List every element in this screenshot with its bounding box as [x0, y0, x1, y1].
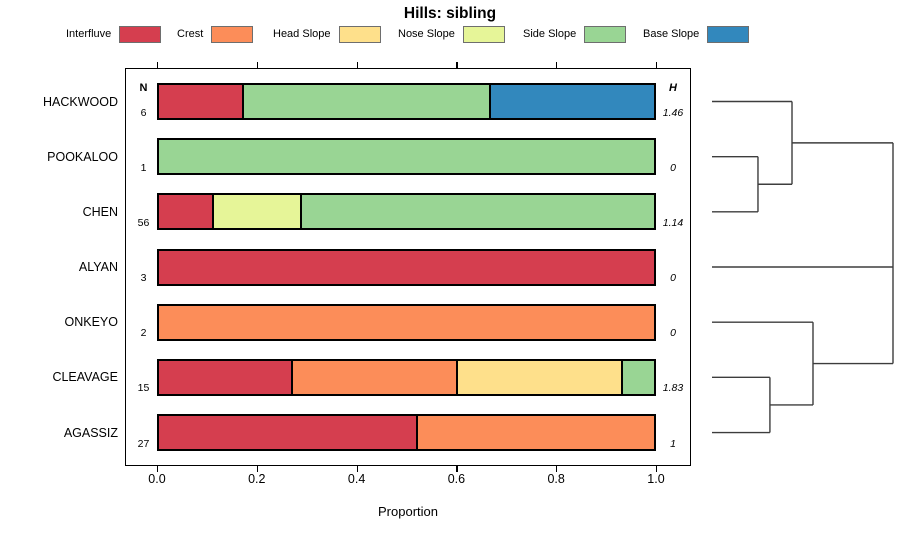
plot-frame — [125, 68, 691, 466]
legend-item: Nose Slope — [398, 25, 505, 43]
h-value: 1 — [670, 437, 676, 450]
bar-segment — [159, 250, 654, 284]
legend-color-swatch — [584, 25, 627, 43]
bar-segment — [291, 360, 456, 394]
h-value: 0 — [670, 161, 676, 174]
bar — [157, 303, 656, 341]
n-value: 2 — [140, 327, 147, 340]
n-value: 15 — [137, 382, 150, 395]
axis-tick-label: 0.2 — [248, 472, 266, 486]
legend-item-label: Nose Slope — [398, 28, 455, 40]
n-value: 56 — [137, 216, 150, 229]
bar-segment — [159, 195, 212, 229]
n-value: 3 — [140, 272, 147, 284]
legend-item: Base Slope — [643, 25, 750, 43]
legend-item-label: Head Slope — [273, 28, 331, 40]
legend-item-label: Base Slope — [643, 28, 700, 40]
axis-tick-top — [656, 62, 658, 68]
axis-tick-label: 0.4 — [347, 472, 366, 486]
axis-tick-bottom — [356, 466, 358, 472]
bar-segment — [159, 416, 416, 450]
axis-tick-bottom — [556, 466, 558, 472]
h-column-header: H — [669, 82, 677, 94]
bar — [157, 193, 656, 231]
bar-segment — [159, 360, 292, 394]
bar-segment — [489, 85, 654, 118]
n-column-header: N — [139, 82, 148, 94]
bar-segment — [620, 360, 654, 394]
row-label: ALYAN — [78, 260, 118, 274]
legend-item: Crest — [177, 25, 254, 43]
row-label: AGASSIZ — [63, 425, 118, 440]
h-value: 1.14 — [662, 216, 684, 229]
legend-color-swatch — [462, 25, 505, 43]
axis-tick-top — [456, 62, 458, 68]
axis-tick-top — [356, 62, 358, 68]
legend-color-swatch — [338, 25, 381, 43]
legend-item-label: Side Slope — [523, 28, 577, 40]
row-label: CLEAVAGE — [52, 370, 118, 385]
bar-segment — [159, 140, 654, 174]
axis-tick-label: 0.0 — [148, 472, 166, 486]
row-label: ONKEYO — [64, 315, 119, 330]
n-value: 6 — [140, 106, 147, 119]
h-value: 1.83 — [662, 382, 684, 395]
legend-item-label: Interfluve — [66, 28, 112, 40]
legend-item: Side Slope — [523, 25, 627, 43]
axis-tick-top — [157, 62, 159, 68]
row-label: CHEN — [82, 204, 118, 219]
axis-tick-bottom — [456, 466, 458, 472]
bar-segment — [159, 85, 242, 118]
bar-segment — [212, 195, 301, 229]
bar-segment — [300, 195, 654, 229]
axis-tick-top — [556, 62, 558, 68]
axis-tick-bottom — [656, 466, 658, 472]
row-label: POOKALOO — [47, 149, 118, 164]
legend-color-swatch — [211, 25, 254, 43]
bar-segment — [455, 360, 621, 394]
axis-tick-label: 0.8 — [547, 472, 565, 486]
bar-segment — [159, 305, 654, 339]
legend-item-label: Crest — [177, 28, 204, 40]
chart-title: Hills: sibling — [403, 5, 497, 22]
legend-color-swatch — [707, 25, 750, 43]
h-value: 0 — [670, 272, 676, 284]
legend-color-swatch — [119, 25, 162, 43]
h-value: 0 — [670, 327, 676, 340]
h-value: 1.46 — [662, 106, 684, 119]
axis-tick-bottom — [256, 466, 259, 472]
axis-tick-label: 1.0 — [647, 472, 665, 486]
n-value: 27 — [137, 437, 150, 450]
bar — [157, 248, 656, 286]
legend-item: Interfluve — [66, 25, 162, 43]
bar — [157, 83, 656, 120]
bar-segment — [241, 85, 490, 118]
row-label: HACKWOOD — [43, 94, 118, 109]
dendrogram — [712, 100, 894, 434]
legend-item: Head Slope — [273, 25, 381, 43]
bar-segment — [415, 416, 654, 450]
x-axis-label: Proportion — [378, 504, 438, 519]
n-value: 1 — [140, 161, 147, 174]
axis-tick-top — [256, 62, 259, 68]
axis-tick-bottom — [157, 466, 159, 472]
axis-tick-label: 0.6 — [447, 472, 466, 486]
bar — [157, 414, 656, 452]
bar — [157, 358, 656, 396]
bar — [157, 138, 656, 176]
